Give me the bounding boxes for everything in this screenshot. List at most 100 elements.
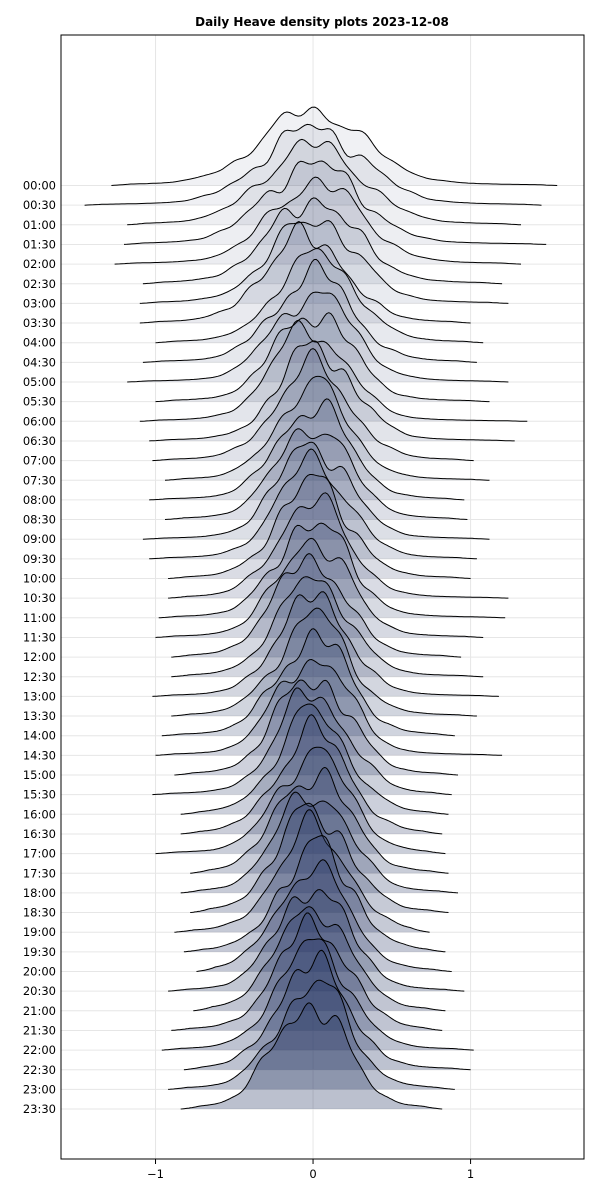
- ridge-line: [190, 802, 449, 913]
- ridge-line: [111, 106, 558, 186]
- ridge-area: [155, 538, 484, 638]
- ridge-line: [139, 221, 471, 324]
- y-tick-label: 18:30: [23, 906, 56, 920]
- ridge-line: [180, 703, 449, 815]
- ridge-area: [174, 809, 430, 933]
- ridge-line: [183, 835, 446, 953]
- y-tick-label: 11:00: [23, 611, 56, 625]
- ridge-line: [139, 220, 509, 304]
- ridge-area: [183, 950, 471, 1070]
- ridge-line: [149, 398, 465, 501]
- ridge-area: [165, 376, 490, 481]
- y-tick-label: 07:30: [23, 473, 56, 487]
- ridge-area: [161, 628, 455, 736]
- ridge-area: [180, 1003, 443, 1110]
- ridge-area: [180, 714, 443, 834]
- ridge-line: [127, 291, 509, 383]
- y-tick-label: 02:30: [23, 277, 56, 291]
- ridge-line: [168, 474, 471, 579]
- axis-layer: 00:00 00:30 01:00 01:30 02:00 02:30 03:00 03:30…: [23, 179, 474, 1182]
- y-tick-label: 12:00: [23, 650, 56, 664]
- ridge-area: [168, 474, 471, 579]
- ridge-area: [180, 704, 449, 815]
- ridge-line: [180, 791, 459, 894]
- x-tick-label: 1: [467, 1167, 474, 1181]
- ridge-area: [171, 576, 484, 677]
- ridge-line: [183, 949, 471, 1071]
- y-tick-label: 03:00: [23, 296, 56, 310]
- ridge-line: [155, 746, 446, 855]
- chart-title: Daily Heave density plots 2023-12-08: [195, 15, 449, 29]
- y-tick-label: 15:30: [23, 788, 56, 802]
- y-tick-label: 18:00: [23, 886, 56, 900]
- ridge-area: [171, 608, 477, 717]
- ridge-line: [149, 448, 477, 560]
- y-tick-label: 01:00: [23, 218, 56, 232]
- ridge-line: [155, 537, 484, 638]
- ridge-line: [180, 1002, 443, 1110]
- ridge-line: [171, 607, 477, 717]
- ridge-area: [142, 259, 477, 363]
- ridge-area: [149, 449, 477, 559]
- y-tick-label: 21:00: [23, 1004, 56, 1018]
- ridge-area: [171, 913, 443, 1031]
- ridge-area: [155, 312, 490, 402]
- ridge-line: [171, 912, 443, 1031]
- ridge-line: [155, 248, 484, 344]
- ridge-area: [158, 523, 506, 618]
- y-tick-label: 23:00: [23, 1082, 56, 1096]
- ridge-line: [127, 138, 522, 226]
- y-tick-label: 15:00: [23, 768, 56, 782]
- y-tick-label: 13:00: [23, 689, 56, 703]
- ridge-area: [161, 939, 474, 1051]
- plot-frame: [60, 34, 585, 1160]
- ridge-line: [180, 714, 443, 835]
- y-tick-label: 07:00: [23, 454, 56, 468]
- y-tick-label: 19:30: [23, 945, 56, 959]
- ridge-area: [152, 348, 474, 461]
- ridge-line: [114, 176, 522, 265]
- ridge-line: [142, 258, 477, 363]
- y-tick-label: 16:00: [23, 807, 56, 821]
- ridge-area: [174, 680, 458, 775]
- y-tick-label: 00:30: [23, 198, 56, 212]
- y-tick-label: 08:00: [23, 493, 56, 507]
- ridge-line: [168, 979, 455, 1090]
- y-tick-label: 04:00: [23, 336, 56, 350]
- ridge-area: [152, 688, 452, 795]
- y-tick-label: 09:00: [23, 532, 56, 546]
- ridge-area: [196, 859, 452, 972]
- y-tick-label: 22:00: [23, 1043, 56, 1057]
- y-tick-label: 06:30: [23, 434, 56, 448]
- y-tick-label: 05:30: [23, 395, 56, 409]
- y-tick-label: 11:30: [23, 630, 56, 644]
- y-tick-label: 23:30: [23, 1102, 56, 1116]
- ridge-area: [155, 747, 446, 854]
- y-tick-label: 16:30: [23, 827, 56, 841]
- ridge-area: [180, 792, 458, 893]
- y-tick-label: 17:00: [23, 847, 56, 861]
- ridge-area: [139, 221, 471, 324]
- ridge-line: [164, 375, 490, 481]
- ridge-area: [142, 197, 503, 284]
- ridge-area: [142, 442, 490, 540]
- ridge-line: [142, 197, 503, 285]
- ridge-area: [127, 139, 521, 225]
- ridge-line: [123, 160, 547, 245]
- y-tick-label: 08:30: [23, 513, 56, 527]
- ridge-line: [161, 628, 455, 737]
- ridge-line: [152, 591, 499, 697]
- y-tick-label: 20:30: [23, 984, 56, 998]
- ridge-area: [165, 428, 468, 520]
- ridge-line: [171, 576, 484, 678]
- ridge-area: [168, 980, 455, 1090]
- ridge-area: [171, 553, 462, 658]
- y-tick-label: 01:30: [23, 237, 56, 251]
- ridge-line: [152, 348, 474, 462]
- ridge-line: [139, 320, 528, 422]
- ridge-layer: [84, 106, 558, 1110]
- y-tick-label: 22:30: [23, 1063, 56, 1077]
- ridge-line: [190, 767, 449, 874]
- y-tick-label: 13:30: [23, 709, 56, 723]
- ridge-line: [84, 123, 542, 206]
